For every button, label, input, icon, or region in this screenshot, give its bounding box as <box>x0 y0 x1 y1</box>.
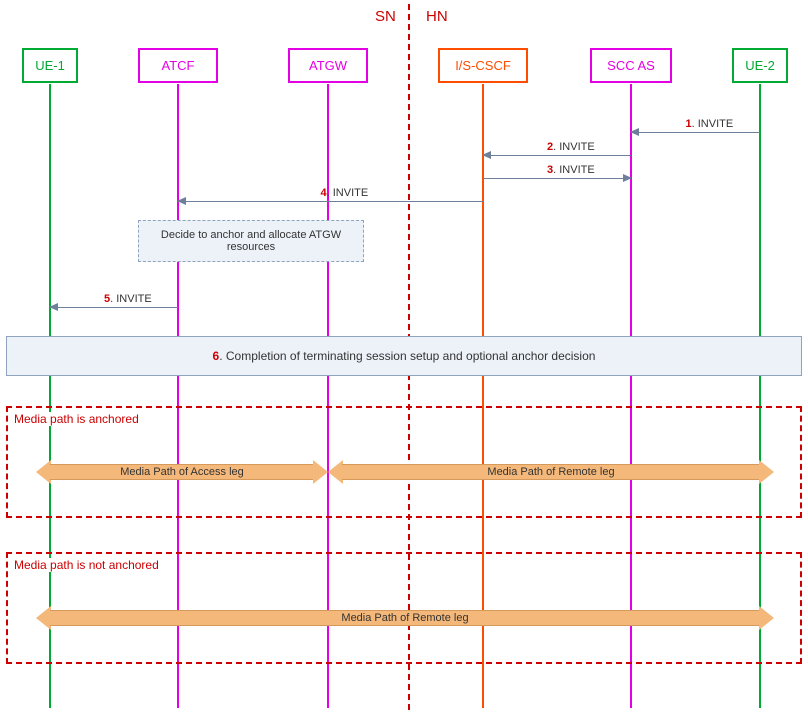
completion-box: 6. Completion of terminating session set… <box>6 336 802 376</box>
msg-label-2: 2. INVITE <box>547 141 595 153</box>
zone-label-hn: HN <box>426 8 448 25</box>
group-label-0: Media path is anchored <box>12 412 141 426</box>
msg-1 <box>631 132 760 133</box>
msg-label-5: 5. INVITE <box>104 293 152 305</box>
participant-atgw: ATGW <box>288 48 368 83</box>
participant-atcf: ATCF <box>138 48 218 83</box>
zone-label-sn: SN <box>375 8 396 25</box>
media-arrow-0-0: Media Path of Access leg <box>36 460 328 484</box>
msg-4 <box>178 201 483 202</box>
media-arrow-0-1: Media Path of Remote leg <box>328 460 774 484</box>
msg-2 <box>483 155 631 156</box>
participant-scc: SCC AS <box>590 48 672 83</box>
group-label-1: Media path is not anchored <box>12 558 161 572</box>
msg-5 <box>50 307 178 308</box>
media-arrow-1-0: Media Path of Remote leg <box>36 606 774 630</box>
participant-ue1: UE-1 <box>22 48 78 83</box>
msg-label-4: 4. INVITE <box>321 187 369 199</box>
participant-ue2: UE-2 <box>732 48 788 83</box>
participant-cscf: I/S-CSCF <box>438 48 528 83</box>
note-anchor-decision: Decide to anchor and allocate ATGW resou… <box>138 220 364 262</box>
msg-label-1: 1. INVITE <box>686 118 734 130</box>
msg-3 <box>483 178 631 179</box>
msg-label-3: 3. INVITE <box>547 164 595 176</box>
completion-text: . Completion of terminating session setu… <box>219 349 595 363</box>
